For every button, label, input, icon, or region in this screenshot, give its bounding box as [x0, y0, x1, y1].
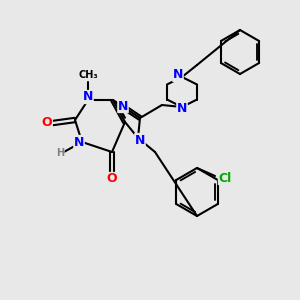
Text: CH₃: CH₃: [78, 70, 98, 80]
Text: N: N: [173, 68, 183, 82]
Text: O: O: [107, 172, 117, 185]
Text: O: O: [42, 116, 52, 130]
Text: N: N: [177, 103, 187, 116]
Text: Cl: Cl: [218, 172, 232, 184]
Text: N: N: [118, 100, 128, 112]
Text: N: N: [83, 91, 93, 103]
Text: H: H: [56, 148, 64, 158]
Text: N: N: [135, 134, 145, 146]
Text: N: N: [74, 136, 84, 148]
